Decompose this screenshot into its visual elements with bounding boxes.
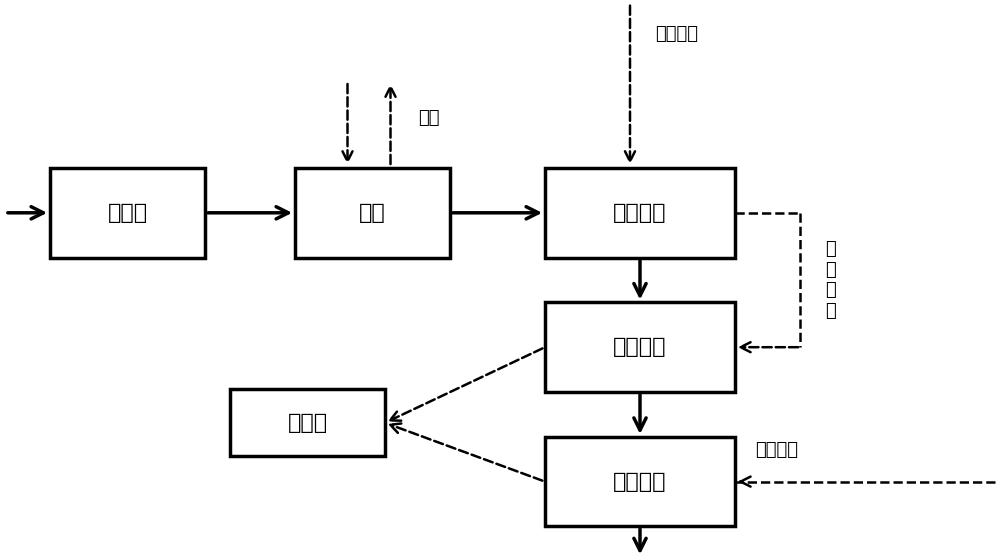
Bar: [545, 302, 735, 392]
Text: 二
次
蕲
汽: 二 次 蕲 汽: [825, 240, 836, 320]
Text: 一次蕲汽: 一次蕲汽: [655, 25, 698, 43]
Text: 预热: 预热: [359, 203, 386, 223]
Text: 预处理: 预处理: [107, 203, 148, 223]
Bar: [295, 168, 450, 258]
Bar: [545, 168, 735, 258]
Text: 抽真空: 抽真空: [287, 413, 328, 433]
Text: 三级蕲发: 三级蕲发: [613, 472, 667, 492]
Text: 一级蕲发: 一级蕲发: [613, 203, 667, 223]
Text: 热水: 热水: [419, 109, 440, 127]
Text: 一次蕲汽: 一次蕲汽: [755, 441, 798, 459]
Bar: [230, 389, 385, 456]
Text: 二级蕲发: 二级蕲发: [613, 337, 667, 357]
Bar: [50, 168, 205, 258]
Bar: [545, 437, 735, 526]
